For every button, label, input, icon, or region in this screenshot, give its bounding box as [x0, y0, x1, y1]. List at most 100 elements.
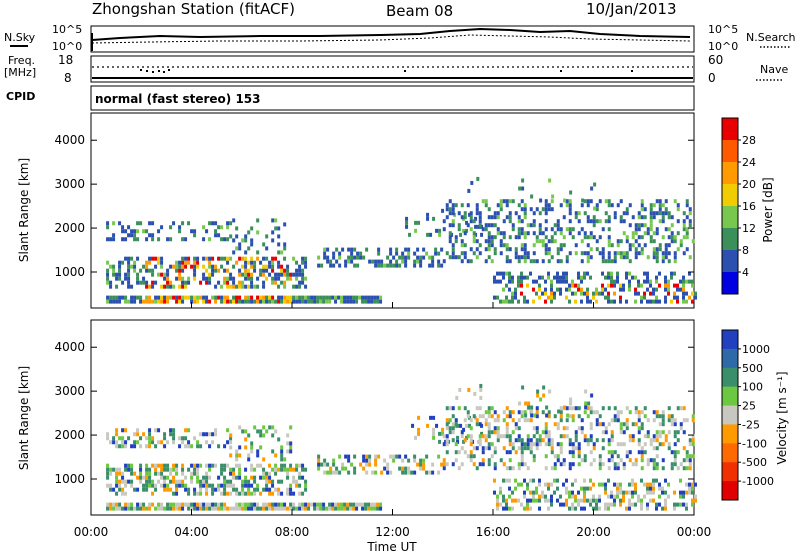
- heatmap-cell: [661, 203, 665, 208]
- heatmap-cell: [202, 295, 206, 300]
- heatmap-cell: [595, 287, 598, 292]
- heatmap-cell: [196, 471, 200, 476]
- heatmap-cell: [271, 502, 275, 507]
- heatmap-cell: [601, 482, 604, 487]
- heatmap-cell: [199, 506, 203, 511]
- heatmap-cell: [277, 284, 281, 289]
- heatmap-cell: [607, 506, 610, 511]
- heatmap-cell: [487, 235, 491, 240]
- heatmap-cell: [298, 284, 302, 289]
- heatmap-cell: [574, 498, 577, 503]
- heatmap-cell: [553, 478, 556, 483]
- heatmap-cell: [475, 406, 479, 411]
- heatmap-cell: [667, 494, 670, 499]
- heatmap-cell: [610, 271, 613, 276]
- heatmap-cell: [670, 462, 674, 467]
- heatmap-cell: [688, 219, 692, 224]
- heatmap-cell: [208, 432, 212, 437]
- heatmap-cell: [479, 395, 483, 400]
- heatmap-cell: [163, 506, 167, 511]
- heatmap-cell: [607, 295, 610, 300]
- heatmap-cell: [661, 442, 665, 447]
- heatmap-cell: [658, 283, 661, 288]
- heatmap-cell: [232, 238, 236, 243]
- heatmap-cell: [631, 275, 634, 280]
- heatmap-cell: [496, 498, 499, 503]
- heatmap-cell: [481, 199, 485, 204]
- heatmap-cell: [202, 475, 206, 480]
- heatmap-cell: [223, 299, 227, 304]
- heatmap-cell: [226, 225, 230, 230]
- heatmap-cell: [268, 475, 272, 480]
- heatmap-cell: [160, 299, 164, 304]
- heatmap-cell: [112, 502, 116, 507]
- heatmap-cell: [395, 247, 399, 252]
- heatmap-cell: [592, 291, 595, 296]
- heatmap-cell: [634, 406, 638, 411]
- heatmap-cell: [193, 463, 197, 468]
- heatmap-cell: [583, 434, 587, 439]
- heatmap-cell: [526, 223, 530, 228]
- heatmap-cell: [277, 487, 281, 492]
- heatmap-cell: [247, 502, 251, 507]
- heatmap-cell: [232, 280, 236, 285]
- heatmap-cell: [355, 299, 359, 304]
- heatmap-cell: [247, 276, 251, 281]
- heatmap-cell: [190, 295, 194, 300]
- heatmap-cell: [202, 256, 206, 261]
- heatmap-cell: [286, 491, 290, 496]
- heatmap-cell: [376, 299, 380, 304]
- heatmap-cell: [526, 255, 530, 260]
- heatmap-cell: [289, 276, 293, 281]
- heatmap-cell: [536, 393, 540, 398]
- heatmap-cell: [691, 482, 694, 487]
- heatmap-cell: [157, 295, 161, 300]
- heatmap-cell: [542, 393, 546, 398]
- heatmap-cell: [535, 442, 539, 447]
- heatmap-cell: [437, 259, 441, 264]
- heatmap-cell: [115, 483, 119, 488]
- heatmap-cell: [437, 454, 441, 459]
- heatmap-cell: [154, 444, 158, 449]
- heatmap-cell: [274, 502, 278, 507]
- heatmap-cell: [133, 440, 137, 445]
- heatmap-cell: [106, 299, 110, 304]
- heatmap-cell: [658, 207, 662, 212]
- colorbar-tick-label: 20: [742, 178, 756, 191]
- heatmap-cell: [628, 283, 631, 288]
- heatmap-cell: [274, 453, 278, 458]
- heatmap-cell: [673, 291, 676, 296]
- heatmap-cell: [634, 458, 638, 463]
- heatmap-cell: [166, 295, 170, 300]
- heatmap-cell: [298, 491, 302, 496]
- heatmap-cell: [493, 215, 497, 220]
- heatmap-cell: [118, 295, 122, 300]
- heatmap-cell: [493, 450, 497, 455]
- heatmap-cell: [262, 242, 266, 247]
- heatmap-cell: [214, 432, 218, 437]
- heatmap-cell: [577, 502, 580, 507]
- heatmap-cell: [586, 271, 589, 276]
- heatmap-cell: [115, 502, 119, 507]
- heatmap-cell: [268, 299, 272, 304]
- heatmap-cell: [571, 482, 574, 487]
- heatmap-cell: [583, 506, 586, 511]
- heatmap-cell: [139, 221, 143, 226]
- heatmap-cell: [691, 438, 695, 443]
- heatmap-cell: [589, 422, 593, 427]
- heatmap-cell: [616, 239, 620, 244]
- heatmap-cell: [592, 446, 596, 451]
- heatmap-cell: [580, 287, 583, 292]
- heatmap-cell: [136, 280, 140, 285]
- heatmap-cell: [289, 272, 293, 277]
- heatmap-cell: [598, 422, 602, 427]
- heatmap-cell: [115, 467, 119, 472]
- heatmap-cell: [157, 471, 161, 476]
- heatmap-cell: [241, 280, 245, 285]
- heatmap-cell: [145, 436, 149, 441]
- heatmap-cell: [553, 422, 557, 427]
- nave-scatter: [140, 69, 633, 73]
- heatmap-cell: [118, 506, 122, 511]
- heatmap-cell: [181, 463, 185, 468]
- heatmap-cell: [130, 444, 134, 449]
